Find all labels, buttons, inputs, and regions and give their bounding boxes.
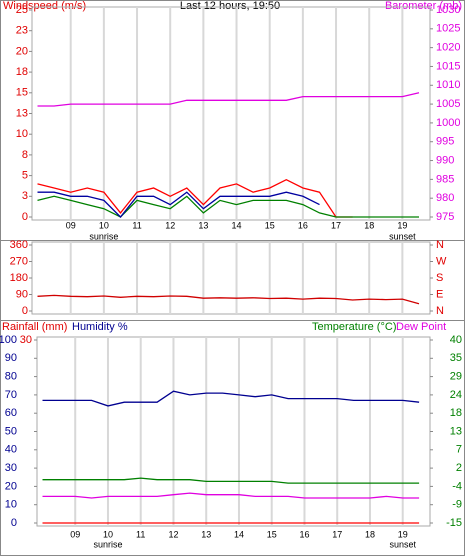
series-line [37, 191, 320, 218]
tick-label: W [436, 255, 447, 267]
y-axis-label: Windspeed (m/s) [3, 0, 86, 12]
tick-label: 1020 [436, 42, 460, 54]
x-tick-label: 16 [299, 529, 309, 539]
annotation: sunset [389, 231, 416, 241]
tick-label: 1030 [436, 4, 460, 16]
tick-label: E [436, 288, 443, 300]
x-tick-label: 19 [397, 220, 407, 230]
tick-label: 1015 [436, 60, 460, 72]
x-tick-label: 11 [132, 220, 141, 230]
tick-label: 980 [436, 192, 454, 204]
tick-label: 0 [22, 211, 28, 223]
tick-label: 30 [5, 462, 17, 474]
x-tick-label: 10 [99, 220, 109, 230]
tick-label: -9 [452, 499, 462, 511]
x-tick-label: 17 [331, 220, 341, 230]
tick-label: 29 [450, 371, 462, 383]
tick-label: 5 [22, 170, 28, 182]
y2-axis-label: Barometer (mb) [385, 0, 462, 12]
series-line [42, 477, 420, 484]
tick-label: 90 [5, 352, 17, 364]
tick-label: 90 [16, 288, 28, 300]
tick-label: -4 [452, 480, 462, 492]
tick-label: 10 [16, 128, 28, 140]
annotation: sunrise [93, 539, 122, 549]
tick-label: 1025 [436, 23, 460, 35]
tick-label: 8 [22, 149, 28, 161]
x-tick-label: 12 [168, 529, 178, 539]
tick-label: 975 [436, 211, 454, 223]
x-tick-label: 18 [365, 529, 375, 539]
series-line [42, 390, 420, 407]
tick-label: 18 [16, 66, 28, 78]
x-tick-label: 19 [398, 529, 408, 539]
tick-label: 2 [456, 462, 462, 474]
tick-label: 18 [450, 407, 462, 419]
annotation: sunrise [89, 231, 118, 241]
tick-label: 995 [436, 136, 454, 148]
tick-label: 990 [436, 154, 454, 166]
tick-label: 35 [450, 352, 462, 364]
series-line [37, 178, 353, 218]
chart-title: Last 12 hours, 19:50 [180, 0, 280, 12]
tick-label: 1000 [436, 117, 460, 129]
tick-label: 0 [22, 305, 28, 317]
tick-label: 70 [5, 389, 17, 401]
x-tick-label: 17 [332, 529, 342, 539]
tick-label: 3 [22, 190, 28, 202]
series-line [37, 294, 420, 305]
tick-label: 40 [5, 444, 17, 456]
tick-label: 100 [0, 334, 17, 346]
tick-label: 30 [20, 334, 32, 346]
series-line [37, 92, 420, 107]
tick-label: 1005 [436, 98, 460, 110]
y3-axis-label: Rainfall (mm) [2, 321, 67, 333]
tick-label: N [436, 305, 444, 317]
tick-label: 40 [450, 334, 462, 346]
x-tick-label: 11 [136, 529, 145, 539]
tick-label: 80 [5, 371, 17, 383]
tick-label: 60 [5, 407, 17, 419]
tick-label: 1010 [436, 79, 460, 91]
tick-label: 20 [5, 480, 17, 492]
x-tick-label: 13 [201, 529, 211, 539]
tick-label: 985 [436, 173, 454, 185]
x-tick-label: 09 [70, 529, 80, 539]
x-tick-label: 10 [103, 529, 113, 539]
series-line [42, 492, 420, 499]
tick-label: 25 [16, 4, 28, 16]
x-tick-label: 15 [267, 529, 277, 539]
y2-axis-label: Temperature (°C) [312, 321, 396, 333]
x-tick-label: 15 [265, 220, 275, 230]
x-tick-label: 14 [234, 529, 244, 539]
x-tick-label: 16 [298, 220, 308, 230]
series-line [37, 195, 419, 218]
tick-label: 0 [11, 517, 17, 529]
annotation: sunset [389, 539, 416, 549]
tick-label: 50 [5, 425, 17, 437]
x-tick-label: 09 [66, 220, 76, 230]
y2-axis-label: Dew Point [396, 321, 446, 333]
tick-label: 180 [10, 272, 28, 284]
y-axis-label: Humidity % [72, 321, 128, 333]
tick-label: 20 [16, 45, 28, 57]
tick-label: 24 [450, 389, 462, 401]
tick-label: 15 [16, 87, 28, 99]
tick-label: S [436, 272, 443, 284]
x-tick-label: 18 [364, 220, 374, 230]
x-tick-label: 14 [232, 220, 242, 230]
x-tick-label: 13 [198, 220, 208, 230]
tick-label: 270 [10, 255, 28, 267]
tick-label: 13 [450, 425, 462, 437]
tick-label: N [436, 239, 444, 251]
tick-label: -15 [446, 517, 462, 529]
tick-label: 7 [456, 444, 462, 456]
tick-label: 360 [10, 239, 28, 251]
tick-label: 23 [16, 25, 28, 37]
x-tick-label: 12 [165, 220, 175, 230]
tick-label: 13 [16, 107, 28, 119]
tick-label: 10 [5, 499, 17, 511]
